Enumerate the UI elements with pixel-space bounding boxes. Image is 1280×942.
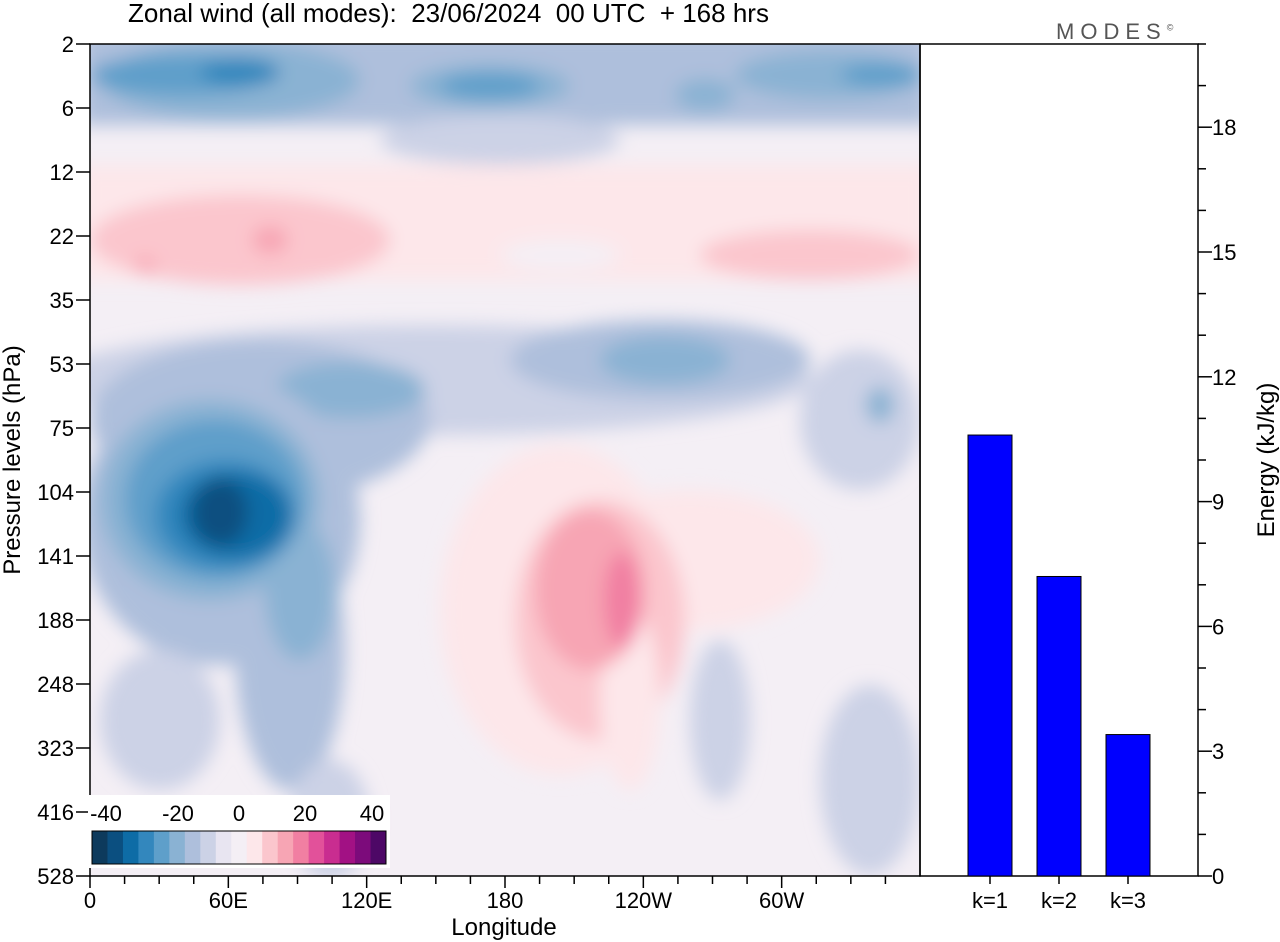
- energy-bars: k=1 k=2 k=3: [967, 434, 1151, 913]
- colorbar-tick-label: -40: [90, 801, 122, 826]
- colorbar: -40 -20 0 20 40: [88, 795, 390, 868]
- colorbar-swatch: [138, 831, 155, 864]
- energy-tick-label: 18: [1212, 115, 1236, 140]
- longitude-tick-label: 180: [487, 888, 524, 913]
- longitude-tick-label: 120W: [615, 888, 673, 913]
- pressure-tick-label: 53: [50, 352, 74, 377]
- pressure-tick-label: 104: [37, 480, 74, 505]
- colorbar-swatch: [324, 831, 341, 864]
- pressure-tick-label: 6: [62, 96, 74, 121]
- longitude-tick-label: 120E: [341, 888, 392, 913]
- colorbar-swatch: [184, 831, 201, 864]
- colorbar-swatch: [246, 831, 263, 864]
- colorbar-frame: [91, 830, 387, 865]
- energy-bar: [1105, 734, 1151, 877]
- energy-tick-label: 9: [1212, 490, 1224, 515]
- colorbar-swatch: [107, 831, 124, 864]
- pressure-tick-label: 528: [37, 864, 74, 889]
- longitude-tick-label: 60W: [759, 888, 804, 913]
- modes-logo: MODES©: [1056, 19, 1174, 44]
- colorbar-swatch: [92, 831, 108, 864]
- longitude-tick-label: 60E: [209, 888, 248, 913]
- pressure-axis-label: Pressure levels (hPa): [0, 345, 26, 574]
- colorbar-tick-label: 40: [360, 801, 384, 826]
- energy-tick-label: 15: [1212, 240, 1236, 265]
- energy-tick-label: 3: [1212, 739, 1224, 764]
- energy-tick-label: 6: [1212, 614, 1224, 639]
- longitude-axis-label: Longitude: [451, 914, 556, 941]
- colorbar-swatch: [231, 831, 248, 864]
- pressure-tick-label: 75: [50, 416, 74, 441]
- pressure-tick-label: 22: [50, 224, 74, 249]
- bar-category-label: k=1: [972, 888, 1008, 913]
- pressure-tick-label: 12: [50, 160, 74, 185]
- pressure-tick-label: 2: [62, 32, 74, 57]
- bar-category-label: k=2: [1041, 888, 1077, 913]
- pressure-tick-label: 188: [37, 608, 74, 633]
- energy-bar: [967, 434, 1013, 877]
- colorbar-swatch: [153, 831, 170, 864]
- colorbar-swatch: [277, 831, 294, 864]
- chart-title: Zonal wind (all modes): 23/06/2024 00 UT…: [128, 0, 769, 28]
- colorbar-swatch: [293, 831, 310, 864]
- pressure-tick-label: 35: [50, 288, 74, 313]
- energy-tick-label: 0: [1212, 864, 1224, 889]
- colorbar-swatch: [339, 831, 356, 864]
- wind-contour-field: [90, 44, 920, 876]
- colorbar-swatch: [200, 831, 217, 864]
- energy-tick-label: 12: [1212, 365, 1236, 390]
- colorbar-tick-label: 0: [233, 801, 245, 826]
- colorbar-swatch: [169, 831, 186, 864]
- colorbar-swatch: [370, 831, 387, 864]
- colorbar-swatch: [308, 831, 325, 864]
- colorbar-tick-label: 20: [293, 801, 317, 826]
- longitude-axis: 0 60E 120E 180 120W 60W: [84, 876, 887, 913]
- colorbar-swatch: [355, 831, 372, 864]
- bar-category-label: k=3: [1110, 888, 1146, 913]
- energy-bar: [1036, 575, 1082, 877]
- pressure-axis: 2 6 12 22 35 53 75 104 141 188 248 323 416 528: [37, 32, 90, 889]
- energy-axis: 0 3 6 9 12 15 18: [1198, 43, 1236, 889]
- pressure-tick-label: 323: [37, 736, 74, 761]
- longitude-tick-label: 0: [84, 888, 96, 913]
- colorbar-swatch: [122, 831, 139, 864]
- energy-axis-label: Energy (kJ/kg): [1253, 383, 1280, 538]
- pressure-tick-label: 416: [37, 800, 74, 825]
- pressure-tick-label: 141: [37, 544, 74, 569]
- colorbar-swatch: [215, 831, 232, 864]
- colorbar-tick-label: -20: [162, 801, 194, 826]
- colorbar-swatch: [262, 831, 279, 864]
- pressure-tick-label: 248: [37, 672, 74, 697]
